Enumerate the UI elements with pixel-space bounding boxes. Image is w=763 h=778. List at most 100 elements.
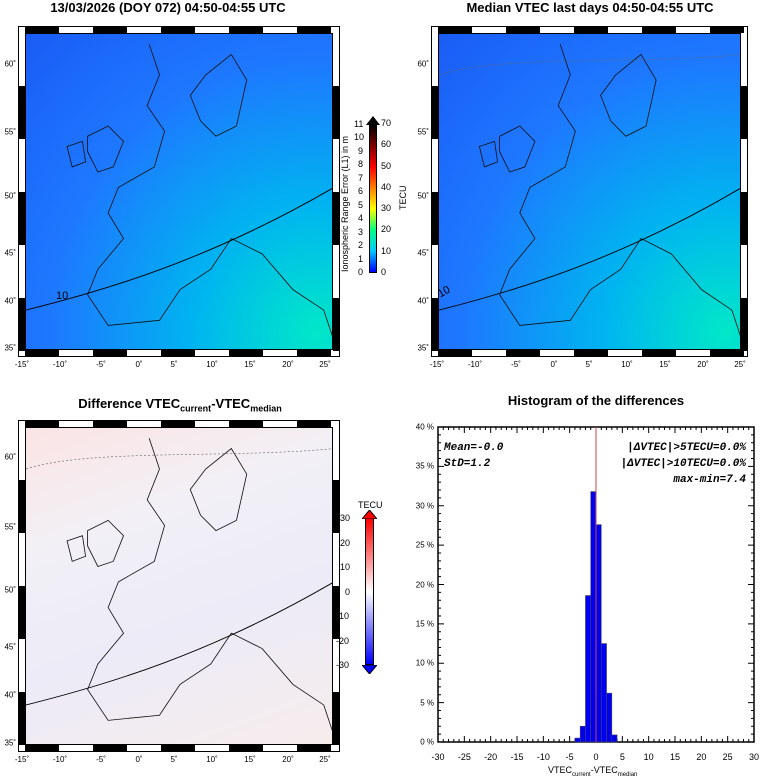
difference-colorbar-tick: 0: [345, 586, 351, 597]
longitude-tick-label: -10˚: [52, 360, 68, 369]
histogram-x-tick-label: 10: [643, 752, 654, 762]
colorbar-left-tick: 0: [358, 267, 364, 277]
latitude-tick-label: 45˚: [4, 248, 16, 258]
colorbar-arrow-up-icon: [362, 510, 377, 519]
histogram-y-tick-label: 40 %: [415, 422, 434, 432]
map-frame-segment: [741, 86, 748, 139]
map-frame-segment: [18, 298, 25, 351]
colorbar-right-tick: 20: [381, 224, 392, 235]
histogram-y-tick-label: 0 %: [420, 737, 434, 747]
histogram-x-tick-label: 30: [748, 752, 760, 762]
difference-colorbar-tick: 10: [340, 562, 351, 572]
difference-colorbar-tick: 30: [340, 513, 351, 523]
map-frame-segment: [333, 480, 340, 533]
colorbar-right-tick: 60: [381, 139, 392, 150]
map-frame-segment: [93, 420, 127, 427]
map-frame-segment: [93, 26, 127, 33]
map-frame-segment: [93, 350, 127, 357]
histogram-xlabel: VTECcurrent-VTECmedian: [548, 765, 638, 778]
latitude-tick-label: 55˚: [417, 127, 429, 137]
map-frame-segment: [18, 692, 25, 745]
latitude-tick-label: 50˚: [4, 585, 16, 595]
map-frame-segment: [229, 745, 263, 752]
map-frame-segment: [438, 350, 472, 357]
latitude-tick-label: 45˚: [4, 642, 16, 652]
latitude-tick-label: 50˚: [417, 191, 429, 201]
colorbar-left-tick: 6: [358, 186, 364, 196]
map-frame-segment: [438, 26, 472, 33]
map-frame-segment: [25, 26, 59, 33]
map-frame-segment: [297, 26, 331, 33]
map-area: [438, 33, 741, 350]
longitude-tick-label: -5˚: [511, 360, 521, 369]
histogram-y-tick-label: 20 %: [415, 580, 434, 589]
contour-label: 10: [56, 290, 69, 302]
histogram-bar: [579, 725, 586, 743]
histogram-y-tick-label: 25 %: [415, 540, 434, 550]
map-frame: [18, 26, 340, 357]
histogram-y-tick-label: 30 %: [415, 501, 434, 511]
map-frame-segment: [710, 26, 744, 33]
map-frame-segment: [574, 350, 608, 357]
histogram-y-tick-label: 35 %: [415, 461, 434, 471]
longitude-tick-label: 15˚: [244, 755, 256, 764]
latitude-tick-label: 55˚: [4, 127, 16, 137]
longitude-tick-label: 0˚: [550, 360, 558, 369]
map-frame-segment: [25, 420, 59, 427]
longitude-tick-label: 20˚: [282, 755, 294, 764]
latitude-tick-label: 60˚: [4, 59, 16, 69]
map-frame-segment: [297, 350, 331, 357]
histogram-x-tick-label: 0: [593, 752, 599, 762]
histogram-x-tick-label: -5: [565, 752, 574, 762]
range-annotation: max-min=7.4: [673, 474, 746, 486]
map-frame-segment: [18, 586, 25, 639]
map-frame-segment: [18, 480, 25, 533]
difference-colorbar-tick: -30: [336, 660, 350, 670]
histogram-x-tick-label: -25: [457, 752, 471, 762]
longitude-tick-label: 0˚: [135, 360, 143, 369]
latitude-tick-label: 40˚: [4, 690, 16, 700]
colorbar-left-tick: 4: [358, 213, 364, 223]
longitude-tick-label: 25˚: [319, 360, 331, 369]
longitude-tick-label: -15˚: [14, 755, 30, 764]
colorbar-right-tick: 70: [381, 117, 392, 128]
difference-colorbar-tick: -20: [336, 635, 350, 646]
gt10-annotation: |ΔVTEC|>10TECU=0.0%: [620, 458, 746, 470]
latitude-tick-label: 45˚: [417, 248, 429, 258]
histogram-title: Histogram of the differences: [507, 393, 685, 408]
colorbar-right-tick: 0: [381, 267, 387, 277]
longitude-tick-label: 20˚: [282, 360, 294, 369]
histogram-x-tick-label: -10: [536, 752, 550, 762]
histogram-y-tick-label: 5 %: [420, 698, 434, 708]
coastline-overlay: [26, 44, 332, 337]
map-frame-segment: [161, 745, 195, 752]
histogram-bar: [574, 737, 581, 743]
longitude-tick-label: 25˚: [319, 755, 331, 764]
histogram-bar: [590, 491, 597, 743]
latitude-tick-label: 35˚: [4, 738, 16, 748]
gt5-annotation: |ΔVTEC|>5TECU=0.0%: [627, 442, 746, 454]
histogram-y-tick-label: 10 %: [415, 658, 434, 668]
histogram-x-tick-label: 25: [722, 752, 733, 762]
colorbar-left-tick: 11: [354, 118, 364, 129]
colorbar-left-tick: 3: [358, 226, 364, 237]
longitude-tick-label: 15˚: [244, 360, 256, 369]
map-frame: [431, 26, 748, 357]
difference-colorbar-label: TECU: [358, 500, 383, 510]
colorbar-left-tick: 8: [358, 159, 364, 169]
histogram-bar: [611, 734, 618, 743]
mean-annotation: Mean=-0.0: [444, 442, 504, 454]
histogram-bar: [606, 692, 613, 743]
longitude-tick-label: 10˚: [206, 360, 218, 369]
latitude-tick-label: 40˚: [417, 296, 429, 306]
longitude-tick-label: -5˚: [96, 360, 106, 369]
longitude-tick-label: -10˚: [52, 755, 68, 764]
histogram-bar: [585, 595, 592, 743]
map-frame-segment: [431, 86, 438, 139]
latitude-tick-label: 60˚: [417, 59, 429, 69]
latitude-tick-label: 40˚: [4, 296, 16, 306]
colorbar-left-tick: 9: [358, 145, 364, 156]
map-frame-segment: [161, 350, 195, 357]
longitude-tick-label: -15˚: [14, 360, 30, 369]
